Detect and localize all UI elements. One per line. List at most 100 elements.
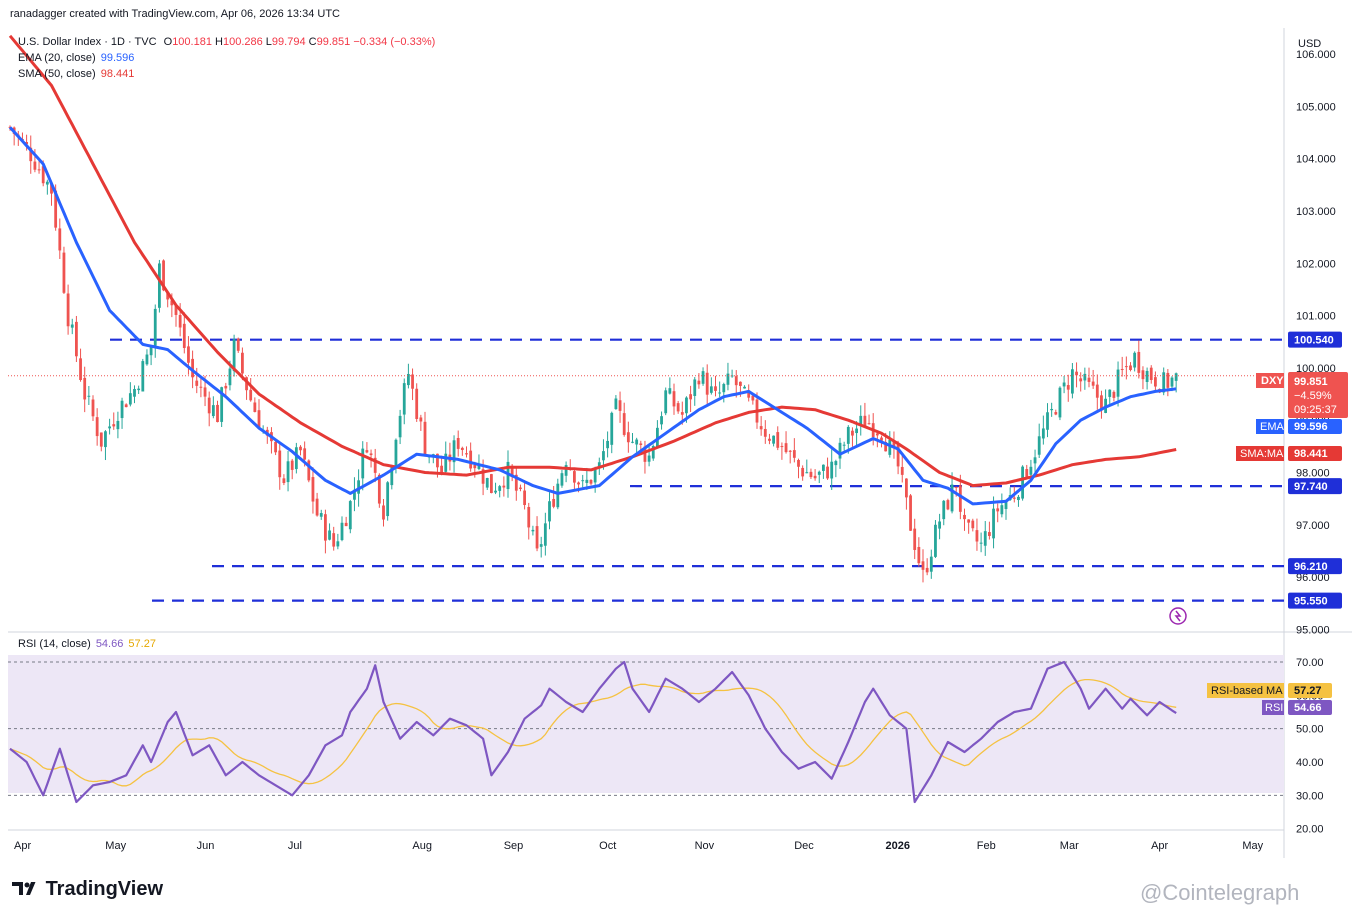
candle-body bbox=[851, 430, 854, 436]
candle-body bbox=[975, 530, 979, 542]
candle-body bbox=[216, 404, 219, 423]
candle-body bbox=[739, 381, 742, 386]
candle-body bbox=[207, 397, 211, 414]
candle-body bbox=[373, 457, 377, 473]
candle-body bbox=[75, 321, 78, 357]
ema-legend[interactable]: EMA (20, close) 99.596 bbox=[18, 52, 134, 64]
time-tick-label: Feb bbox=[977, 840, 996, 852]
candle-body bbox=[1021, 466, 1024, 499]
candle-body bbox=[689, 394, 692, 400]
low-value: 99.794 bbox=[271, 36, 306, 48]
candle-body bbox=[552, 498, 556, 507]
price-tick-label: 102.000 bbox=[1296, 258, 1336, 270]
tv-mark-icon bbox=[12, 879, 40, 895]
candle-body bbox=[1162, 372, 1166, 393]
candle-body bbox=[444, 453, 448, 472]
price-tick-label: 100.000 bbox=[1296, 363, 1336, 375]
candle-body bbox=[232, 339, 236, 372]
candle-body bbox=[1025, 469, 1029, 478]
candle-body bbox=[1174, 373, 1178, 381]
time-tick-label: Mar bbox=[1060, 840, 1079, 852]
candle-body bbox=[734, 376, 738, 386]
candle-body bbox=[145, 354, 149, 365]
currency-label[interactable]: USD bbox=[1298, 38, 1322, 50]
time-tick-label: Oct bbox=[599, 840, 616, 852]
candle-body bbox=[58, 228, 62, 251]
dxy-price-tag: DXY 99.851 −4.59% 09:25:37 bbox=[1256, 372, 1348, 418]
time-tick-label: Nov bbox=[695, 840, 715, 852]
candle-body bbox=[104, 431, 107, 448]
candle-body bbox=[597, 462, 601, 467]
sma-legend-label: SMA (50, close) bbox=[18, 68, 96, 80]
candle-body bbox=[1029, 466, 1033, 475]
candle-body bbox=[456, 438, 460, 449]
candle-body bbox=[473, 464, 477, 469]
candle-body bbox=[303, 448, 307, 460]
ema-legend-label: EMA (20, close) bbox=[18, 52, 96, 64]
sma-legend[interactable]: SMA (50, close) 98.441 bbox=[18, 68, 134, 80]
candle-body bbox=[1017, 496, 1020, 501]
candle-body bbox=[859, 415, 863, 426]
candle-body bbox=[37, 169, 41, 171]
candle-body bbox=[211, 405, 215, 417]
rsi-band bbox=[8, 655, 1284, 793]
level-tag bbox=[1288, 592, 1342, 609]
candle-body bbox=[855, 428, 858, 434]
ema-tag-name: EMA bbox=[1260, 421, 1285, 433]
price-tick-label: 96.000 bbox=[1296, 572, 1330, 584]
price-tick-label: 95.000 bbox=[1296, 624, 1330, 636]
candle-body bbox=[203, 387, 207, 397]
candle-body bbox=[485, 478, 489, 488]
price-pane[interactable] bbox=[8, 28, 1284, 632]
candle-body bbox=[983, 531, 987, 546]
candle-body bbox=[62, 252, 66, 293]
candle-body bbox=[402, 383, 406, 415]
candle-body bbox=[863, 415, 867, 427]
price-axis[interactable]: 106.000 105.000 104.000 103.000 102.000 101.0… bbox=[1296, 49, 1336, 636]
candle-body bbox=[328, 530, 331, 540]
time-tick-label: 2026 bbox=[886, 840, 910, 852]
candle-body bbox=[419, 417, 423, 422]
time-axis[interactable]: Apr May Jun Jul Aug Sep Oct Nov Dec 2026 Feb Mar Apr… bbox=[14, 840, 1264, 852]
candle-body bbox=[780, 446, 784, 448]
candle-body bbox=[99, 432, 103, 447]
candle-body bbox=[826, 466, 829, 479]
alert-clock-icon[interactable] bbox=[1169, 607, 1187, 625]
candle-body bbox=[1058, 387, 1062, 418]
candle-body bbox=[477, 465, 481, 469]
symbol-legend[interactable]: U.S. Dollar Index · 1D · TVC O100.181 H1… bbox=[18, 36, 435, 48]
candle-body bbox=[158, 263, 161, 308]
candle-body bbox=[1141, 370, 1145, 380]
price-tick-label: 105.000 bbox=[1296, 101, 1336, 113]
candle-body bbox=[290, 460, 294, 470]
candle-body bbox=[311, 477, 315, 502]
candle-body bbox=[581, 480, 585, 482]
candle-body bbox=[606, 440, 609, 449]
candle-body bbox=[913, 528, 917, 550]
open-key: O bbox=[163, 36, 173, 48]
support-resistance-levels: 100.540 97.740 96.210 95.550 bbox=[110, 331, 1342, 609]
candle-body bbox=[1075, 371, 1078, 376]
candle-body bbox=[361, 448, 365, 479]
candle-body bbox=[822, 464, 825, 471]
candle-body bbox=[332, 533, 336, 547]
candle-body bbox=[988, 532, 991, 536]
candle-body bbox=[294, 447, 298, 470]
rsi-ma-legend-value: 57.27 bbox=[128, 638, 156, 650]
candle-body bbox=[714, 386, 717, 391]
rsi-legend-label: RSI (14, close) bbox=[18, 638, 91, 650]
candle-body bbox=[664, 390, 668, 414]
candle-body bbox=[531, 529, 535, 532]
candle-body bbox=[805, 472, 809, 474]
rsi-tick-label: 50.00 bbox=[1296, 724, 1324, 736]
tradingview-logo: TradingView bbox=[12, 878, 163, 901]
rsi-tick-label: 30.00 bbox=[1296, 790, 1324, 802]
rsi-legend[interactable]: RSI (14, close) 54.66 57.27 bbox=[18, 638, 156, 650]
candle-body bbox=[867, 423, 871, 425]
moving-averages bbox=[8, 34, 1177, 506]
high-value: 100.286 bbox=[222, 36, 263, 48]
candle-body bbox=[1087, 377, 1091, 382]
candle-body bbox=[1000, 505, 1004, 515]
candle-body bbox=[834, 461, 838, 466]
